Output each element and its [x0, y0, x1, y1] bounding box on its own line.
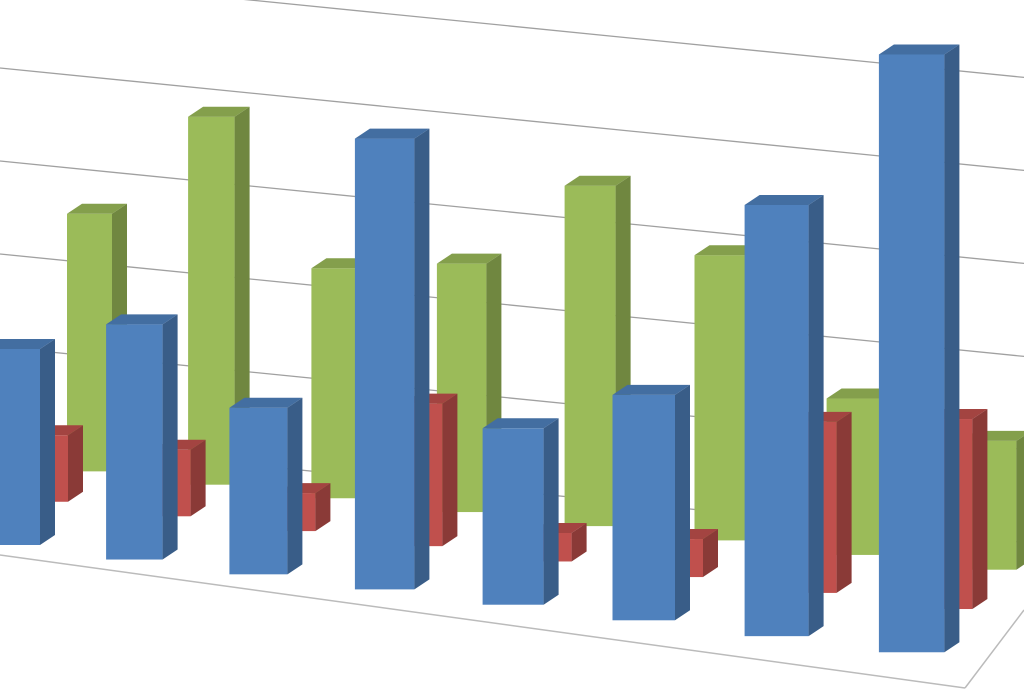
- bar-side: [315, 483, 331, 532]
- bar-side: [162, 314, 178, 560]
- bar-side: [703, 529, 718, 578]
- bar-front: [354, 138, 415, 590]
- bar-side: [972, 409, 988, 610]
- bar-front: [694, 255, 747, 541]
- grid-line: [243, 0, 1024, 79]
- bar-front: [106, 324, 163, 560]
- bar-front: [612, 394, 675, 621]
- bar-front: [0, 349, 40, 545]
- bar: [612, 384, 690, 621]
- bar-front: [878, 54, 945, 653]
- floor-edge: [0, 554, 966, 689]
- bar-top: [612, 384, 690, 395]
- bar: [482, 418, 559, 605]
- bar-top: [106, 314, 178, 325]
- bar-side: [287, 397, 303, 575]
- bar-side: [944, 44, 960, 653]
- bar-top: [482, 418, 559, 429]
- bar-side: [1016, 435, 1024, 570]
- bar-side: [414, 128, 430, 590]
- bar-side: [68, 425, 83, 502]
- bar-side: [234, 106, 250, 485]
- bar: [564, 175, 631, 527]
- bar-side: [836, 411, 852, 593]
- bar-top: [188, 106, 250, 117]
- bar-top: [0, 339, 55, 349]
- bar-front: [482, 428, 544, 605]
- bar: [106, 314, 178, 560]
- bar-front: [564, 185, 616, 527]
- bar-side: [190, 439, 206, 517]
- bar: [354, 128, 430, 590]
- bar-top: [354, 128, 430, 139]
- bar: [744, 194, 824, 637]
- bar: [229, 397, 303, 575]
- bar-top: [878, 44, 960, 55]
- bar: [188, 106, 250, 485]
- bar-side: [442, 393, 458, 547]
- bar-top: [436, 253, 502, 264]
- bar-side: [543, 418, 559, 605]
- bar: [0, 339, 55, 545]
- bar-front: [188, 116, 235, 485]
- floor-side-edge: [964, 609, 1024, 689]
- bar-front: [744, 204, 809, 637]
- bar-top: [744, 194, 824, 205]
- grid-line: [0, 67, 1024, 172]
- grid-line: [0, 160, 1024, 265]
- bar-top: [564, 175, 631, 186]
- bar-top: [67, 203, 127, 214]
- bar-top: [826, 388, 896, 399]
- bar-front: [229, 407, 288, 575]
- bar-side: [675, 384, 690, 621]
- bar-side: [40, 339, 55, 545]
- bar-side: [808, 194, 824, 637]
- bar-top: [229, 397, 303, 408]
- grid-line: [0, 253, 1024, 358]
- bar-side: [571, 522, 587, 562]
- bar: [878, 44, 960, 653]
- bar-front: [311, 268, 360, 499]
